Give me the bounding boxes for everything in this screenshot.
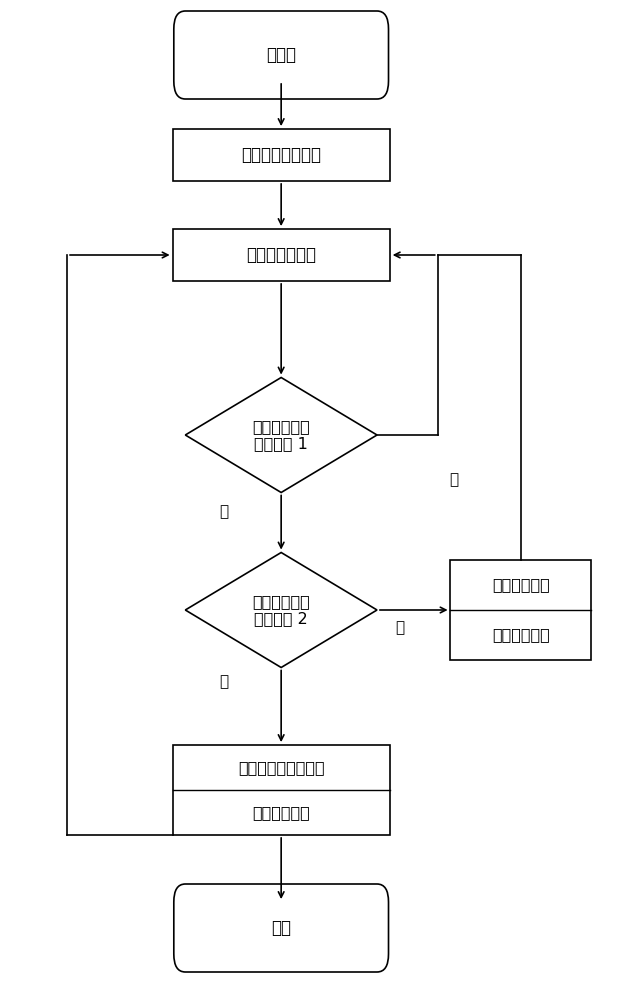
Text: 采集热値仪信号: 采集热値仪信号 bbox=[246, 246, 316, 264]
Text: 调节空气阀门: 调节空气阀门 bbox=[492, 628, 550, 643]
Text: 否: 否 bbox=[395, 620, 404, 636]
FancyBboxPatch shape bbox=[174, 11, 389, 99]
Bar bbox=[173, 229, 390, 281]
Bar bbox=[450, 560, 591, 660]
Polygon shape bbox=[185, 552, 377, 668]
Polygon shape bbox=[185, 378, 377, 493]
Text: 变频调节旋转计量阀: 变频调节旋转计量阀 bbox=[238, 760, 325, 775]
Text: 热値波动是否
超过数値 2: 热値波动是否 超过数値 2 bbox=[252, 594, 310, 626]
FancyBboxPatch shape bbox=[174, 884, 389, 972]
Text: 是: 是 bbox=[219, 504, 228, 520]
Text: 预设某气热値数値: 预设某气热値数値 bbox=[241, 146, 321, 164]
Text: 调节空气阀门: 调节空气阀门 bbox=[252, 805, 310, 820]
Text: 初始化: 初始化 bbox=[266, 46, 296, 64]
Bar bbox=[173, 129, 390, 181]
Text: 调节某气阀门: 调节某气阀门 bbox=[492, 577, 550, 592]
Text: 热値波动是否
超过数値 1: 热値波动是否 超过数値 1 bbox=[252, 419, 310, 451]
Text: 否: 否 bbox=[449, 473, 458, 488]
Text: 是: 是 bbox=[219, 674, 228, 690]
Bar bbox=[173, 745, 390, 835]
Text: 结束: 结束 bbox=[271, 919, 291, 937]
